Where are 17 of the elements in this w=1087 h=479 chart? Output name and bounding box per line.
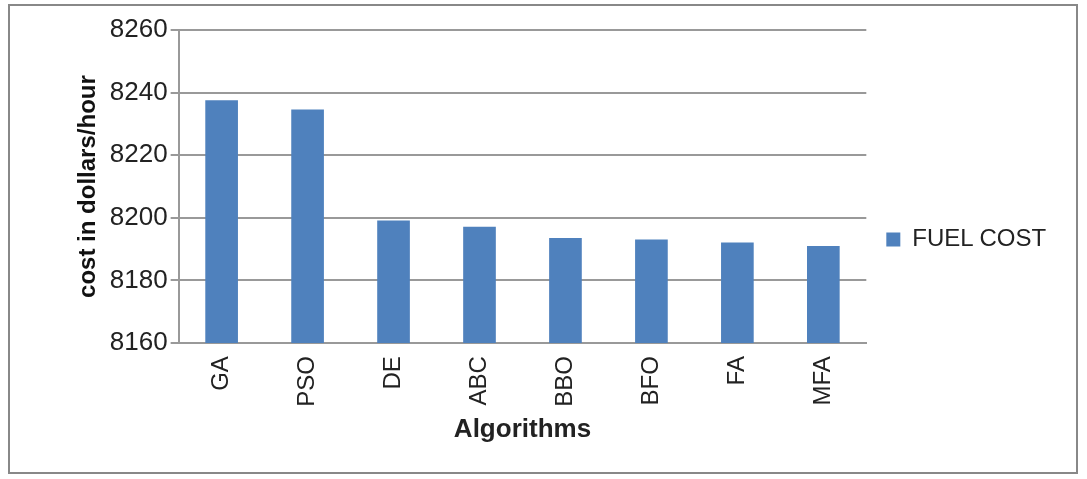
x-tick-label: PSO bbox=[292, 356, 320, 407]
y-tick-label: 8180 bbox=[109, 263, 168, 294]
y-tick-label: 8160 bbox=[109, 326, 168, 357]
x-tick-label: DE bbox=[378, 356, 406, 390]
x-tick-label: ABC bbox=[464, 356, 492, 406]
x-tick-label: BFO bbox=[636, 356, 664, 406]
y-tick-label: 8200 bbox=[109, 201, 168, 232]
y-tick-label: 8220 bbox=[109, 138, 168, 169]
x-axis-title: Algorithms bbox=[453, 412, 592, 443]
x-tick-label: FA bbox=[722, 356, 749, 386]
x-tick-label: GA bbox=[206, 356, 234, 391]
y-tick-label: 8260 bbox=[109, 13, 168, 44]
legend-label: FUEL COST bbox=[912, 224, 1047, 252]
y-tick-label: 8240 bbox=[109, 75, 168, 106]
y-axis-title: cost in dollars/hour bbox=[73, 75, 101, 298]
x-tick-label: BBO bbox=[550, 356, 578, 407]
x-tick-label: MFA bbox=[807, 356, 835, 406]
